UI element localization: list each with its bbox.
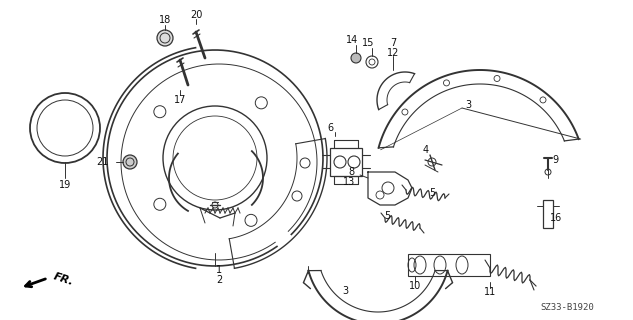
- Text: 18: 18: [159, 15, 171, 25]
- Text: 20: 20: [190, 10, 202, 20]
- Text: FR.: FR.: [52, 271, 75, 287]
- Text: 6: 6: [327, 123, 333, 133]
- Circle shape: [157, 30, 173, 46]
- Text: 13: 13: [342, 177, 355, 187]
- Text: 5: 5: [429, 188, 435, 198]
- Circle shape: [123, 155, 137, 169]
- Text: 9: 9: [552, 155, 558, 165]
- Text: 3: 3: [342, 286, 348, 296]
- Text: 21: 21: [97, 157, 109, 167]
- Text: 3: 3: [465, 100, 471, 110]
- Text: 14: 14: [346, 35, 358, 45]
- Circle shape: [351, 53, 361, 63]
- Bar: [408, 254, 490, 276]
- Text: 12: 12: [387, 48, 399, 58]
- Text: 19: 19: [59, 180, 71, 190]
- Text: 16: 16: [550, 213, 562, 223]
- Bar: [543, 200, 553, 228]
- Text: 1: 1: [216, 265, 222, 275]
- Bar: [330, 148, 362, 176]
- Text: 10: 10: [409, 281, 421, 291]
- Text: 4: 4: [423, 145, 429, 155]
- Text: SZ33-B1920: SZ33-B1920: [540, 303, 594, 313]
- Text: 8: 8: [349, 167, 355, 177]
- Text: 5: 5: [384, 211, 390, 221]
- Text: 7: 7: [390, 38, 396, 48]
- Text: 15: 15: [362, 38, 374, 48]
- Text: 2: 2: [216, 275, 222, 285]
- Text: 17: 17: [174, 95, 186, 105]
- Text: 11: 11: [484, 287, 496, 297]
